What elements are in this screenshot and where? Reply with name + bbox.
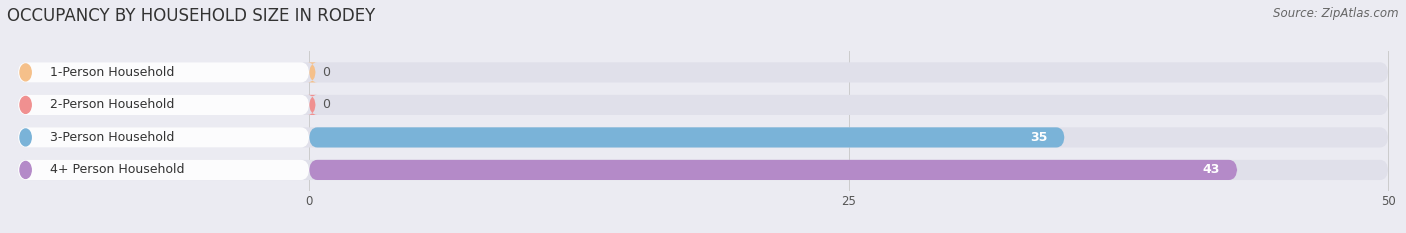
Circle shape bbox=[20, 161, 31, 178]
Circle shape bbox=[20, 64, 31, 81]
Text: 3-Person Household: 3-Person Household bbox=[51, 131, 174, 144]
Text: Source: ZipAtlas.com: Source: ZipAtlas.com bbox=[1274, 7, 1399, 20]
FancyBboxPatch shape bbox=[18, 127, 309, 147]
Text: 0: 0 bbox=[322, 66, 330, 79]
Circle shape bbox=[20, 129, 31, 146]
Circle shape bbox=[20, 96, 31, 113]
FancyBboxPatch shape bbox=[308, 95, 318, 115]
FancyBboxPatch shape bbox=[309, 160, 1237, 180]
FancyBboxPatch shape bbox=[18, 62, 1388, 82]
Text: 2-Person Household: 2-Person Household bbox=[51, 98, 174, 111]
Text: 43: 43 bbox=[1202, 163, 1220, 176]
Text: 35: 35 bbox=[1029, 131, 1047, 144]
FancyBboxPatch shape bbox=[308, 62, 318, 82]
FancyBboxPatch shape bbox=[18, 127, 1388, 147]
FancyBboxPatch shape bbox=[18, 95, 309, 115]
Text: 0: 0 bbox=[322, 98, 330, 111]
FancyBboxPatch shape bbox=[18, 95, 1388, 115]
FancyBboxPatch shape bbox=[309, 127, 1064, 147]
Text: 1-Person Household: 1-Person Household bbox=[51, 66, 174, 79]
FancyBboxPatch shape bbox=[18, 62, 309, 82]
FancyBboxPatch shape bbox=[18, 160, 309, 180]
Text: 4+ Person Household: 4+ Person Household bbox=[51, 163, 184, 176]
Text: OCCUPANCY BY HOUSEHOLD SIZE IN RODEY: OCCUPANCY BY HOUSEHOLD SIZE IN RODEY bbox=[7, 7, 375, 25]
FancyBboxPatch shape bbox=[18, 160, 1388, 180]
